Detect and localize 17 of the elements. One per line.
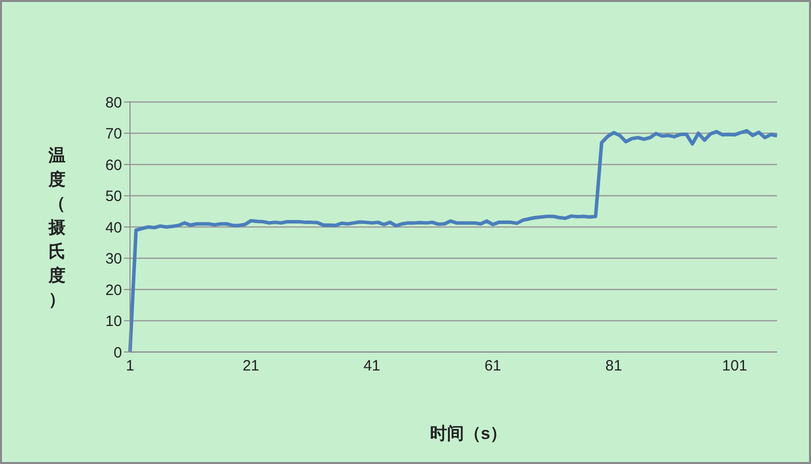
y-tick-label: 40 xyxy=(105,219,122,236)
y-axis-title: 温度（摄氏度） xyxy=(47,145,66,311)
y-tick-label: 0 xyxy=(114,344,122,362)
x-tick-label: 81 xyxy=(605,358,622,375)
x-tick-label: 21 xyxy=(242,358,260,375)
y-tick-label: 80 xyxy=(105,94,122,112)
y-tick-label: 50 xyxy=(105,188,122,206)
y-tick-label: 60 xyxy=(105,156,122,174)
x-tick-label: 101 xyxy=(722,358,748,375)
y-tick-label: 70 xyxy=(105,126,122,143)
x-tick-label: 41 xyxy=(364,358,380,375)
y-tick-label: 30 xyxy=(105,250,122,268)
x-axis-title: 时间（s） xyxy=(430,424,508,443)
x-tick-label: 1 xyxy=(126,358,134,375)
y-tick-label: 10 xyxy=(105,313,122,330)
x-tick-label: 61 xyxy=(484,358,502,375)
y-tick-label: 20 xyxy=(105,282,122,299)
